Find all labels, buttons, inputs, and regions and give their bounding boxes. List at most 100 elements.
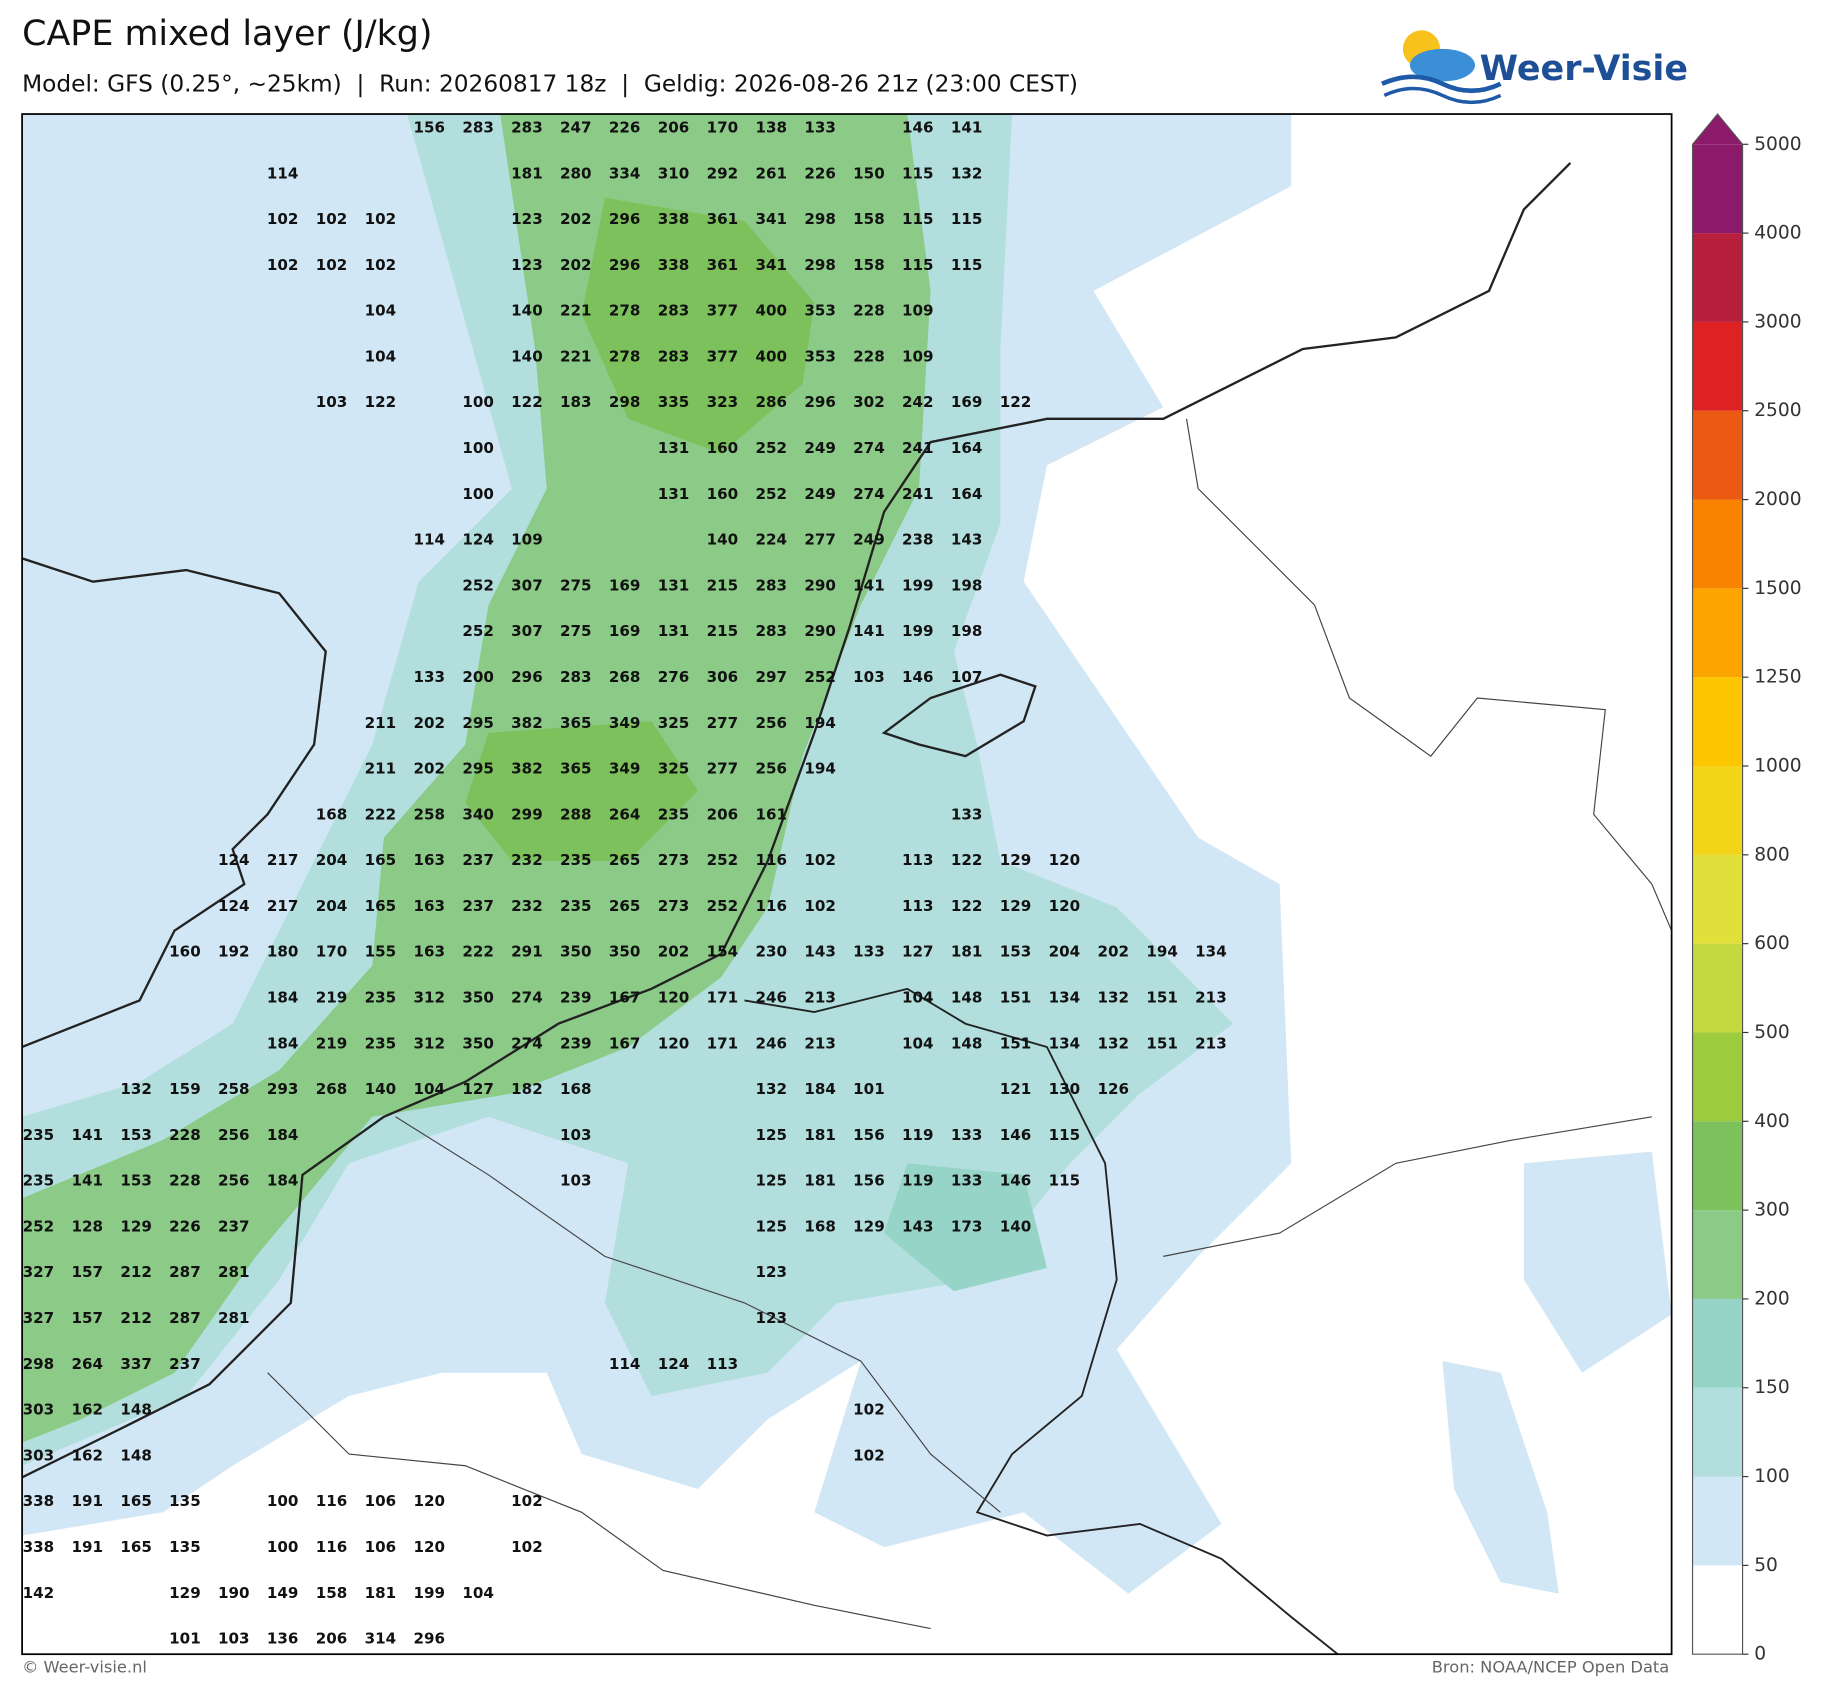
colorbar-label: 400	[1754, 1111, 1790, 1132]
cape-value: 168	[316, 805, 348, 823]
cape-value: 167	[609, 989, 641, 1007]
cape-value: 215	[707, 576, 739, 594]
cape-value: 274	[511, 989, 543, 1007]
cape-value: 226	[169, 1217, 201, 1235]
cape-value: 296	[609, 256, 641, 274]
cape-value: 219	[316, 1034, 348, 1052]
cape-value: 115	[902, 210, 934, 228]
cape-value: 141	[853, 622, 885, 640]
cape-value: 264	[71, 1355, 103, 1373]
cape-value: 283	[755, 622, 787, 640]
cape-value: 337	[120, 1355, 152, 1373]
cape-value: 335	[658, 393, 690, 411]
contour-fill	[884, 1163, 1047, 1292]
cape-value: 114	[609, 1355, 641, 1373]
cape-value: 237	[462, 897, 494, 915]
cape-value: 135	[169, 1538, 201, 1556]
map-frame	[21, 113, 1673, 1656]
cape-value: 281	[218, 1263, 250, 1281]
cape-value: 350	[609, 943, 641, 961]
cape-value: 120	[1049, 851, 1081, 869]
cape-value: 100	[462, 393, 494, 411]
cape-value: 291	[511, 943, 543, 961]
cape-value: 126	[1097, 1080, 1129, 1098]
cape-value: 162	[71, 1446, 103, 1464]
cape-value: 128	[71, 1217, 103, 1235]
cape-value: 213	[804, 1034, 836, 1052]
colorbar-label: 4000	[1754, 223, 1801, 244]
colorbar-band	[1692, 766, 1743, 855]
cape-value: 241	[902, 485, 934, 503]
cape-value: 202	[413, 714, 445, 732]
cape-value: 150	[853, 164, 885, 182]
cape-value: 159	[169, 1080, 201, 1098]
cape-value: 143	[951, 531, 983, 549]
cape-value: 276	[658, 668, 690, 686]
cape-value: 124	[658, 1355, 690, 1373]
cape-value: 222	[462, 943, 494, 961]
cape-value: 132	[755, 1080, 787, 1098]
map-area: 156 283 283 247 226 206 170 138 133 146 141 114 181 2…	[22, 114, 1672, 1655]
cape-value: 103	[316, 393, 348, 411]
cape-value: 298	[804, 256, 836, 274]
cape-value: 350	[462, 1034, 494, 1052]
cape-value: 273	[658, 897, 690, 915]
cape-value: 116	[316, 1492, 348, 1510]
cape-value: 226	[804, 164, 836, 182]
cape-value: 307	[511, 622, 543, 640]
cape-value: 181	[365, 1584, 397, 1602]
cape-value: 133	[951, 1172, 983, 1190]
cape-value: 310	[658, 164, 690, 182]
cape-value: 249	[804, 439, 836, 457]
cape-value: 120	[413, 1538, 445, 1556]
cape-value: 113	[902, 851, 934, 869]
cape-value: 151	[1146, 1034, 1178, 1052]
cape-value: 247	[560, 119, 592, 137]
cape-value: 265	[609, 851, 641, 869]
cape-value: 106	[365, 1492, 397, 1510]
cape-value: 127	[462, 1080, 494, 1098]
cape-value: 165	[120, 1492, 152, 1510]
cape-value: 153	[1000, 943, 1032, 961]
cape-value: 338	[23, 1538, 55, 1556]
colorbar-label: 50	[1754, 1555, 1778, 1576]
border	[395, 1116, 1001, 1513]
colorbar-band	[1692, 144, 1743, 234]
cape-value: 102	[316, 210, 348, 228]
cape-value: 199	[902, 622, 934, 640]
cape-value: 124	[462, 531, 494, 549]
cape-value: 102	[365, 256, 397, 274]
cape-value: 156	[853, 1172, 885, 1190]
cape-value: 235	[560, 851, 592, 869]
cape-value: 211	[365, 714, 397, 732]
cape-value: 237	[169, 1355, 201, 1373]
cape-value: 217	[267, 897, 299, 915]
cape-value: 160	[169, 943, 201, 961]
cape-value: 115	[951, 210, 983, 228]
cape-value: 235	[23, 1172, 55, 1190]
cape-value: 274	[853, 485, 885, 503]
colorbar-band	[1692, 854, 1743, 944]
cape-value: 143	[804, 943, 836, 961]
cape-value: 181	[804, 1172, 836, 1190]
colorbar-band	[1692, 1565, 1743, 1655]
cape-value: 119	[902, 1126, 934, 1144]
subtitle: Model: GFS (0.25°, ~25km) | Run: 2026081…	[22, 70, 1078, 97]
cape-value: 353	[804, 347, 836, 365]
cape-value: 140	[511, 302, 543, 320]
cape-value: 327	[23, 1263, 55, 1281]
contour-fill	[1523, 1151, 1672, 1373]
cape-value: 327	[23, 1309, 55, 1327]
cape-value: 184	[804, 1080, 836, 1098]
cape-value: 194	[804, 714, 836, 732]
cape-value: 275	[560, 576, 592, 594]
cape-value: 109	[902, 302, 934, 320]
cape-value: 217	[267, 851, 299, 869]
colorbar-frame	[1691, 113, 1744, 1655]
cape-value: 256	[755, 714, 787, 732]
cape-value: 246	[755, 1034, 787, 1052]
cape-value: 138	[755, 119, 787, 137]
cape-value: 235	[365, 989, 397, 1007]
colorbar-band	[1692, 677, 1743, 767]
cape-value: 350	[560, 943, 592, 961]
